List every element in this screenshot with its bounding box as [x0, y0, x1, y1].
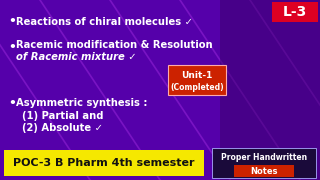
Text: POC-3 B Pharm 4th semester: POC-3 B Pharm 4th semester: [13, 158, 195, 168]
Bar: [234, 165, 294, 177]
Text: of Racemic mixture ✓: of Racemic mixture ✓: [16, 52, 137, 62]
Bar: [220, 0, 320, 180]
Text: Reactions of chiral molecules ✓: Reactions of chiral molecules ✓: [16, 17, 193, 27]
Text: •: •: [8, 42, 16, 55]
Text: Proper Handwritten: Proper Handwritten: [221, 154, 307, 163]
Text: (2) Absolute ✓: (2) Absolute ✓: [22, 123, 103, 133]
Text: •: •: [8, 96, 16, 109]
Bar: [212, 148, 316, 178]
Text: (1) Partial and: (1) Partial and: [22, 111, 103, 121]
Bar: [272, 2, 318, 22]
Text: L-3: L-3: [283, 5, 307, 19]
Text: Asymmetric synthesis :: Asymmetric synthesis :: [16, 98, 148, 108]
Text: (Completed): (Completed): [170, 82, 224, 91]
Text: Unit-1: Unit-1: [181, 71, 213, 80]
Text: Notes: Notes: [250, 166, 278, 176]
Text: •: •: [8, 15, 16, 28]
Bar: [168, 65, 226, 95]
Bar: [4, 150, 204, 176]
Text: Racemic modification & Resolution: Racemic modification & Resolution: [16, 40, 212, 50]
